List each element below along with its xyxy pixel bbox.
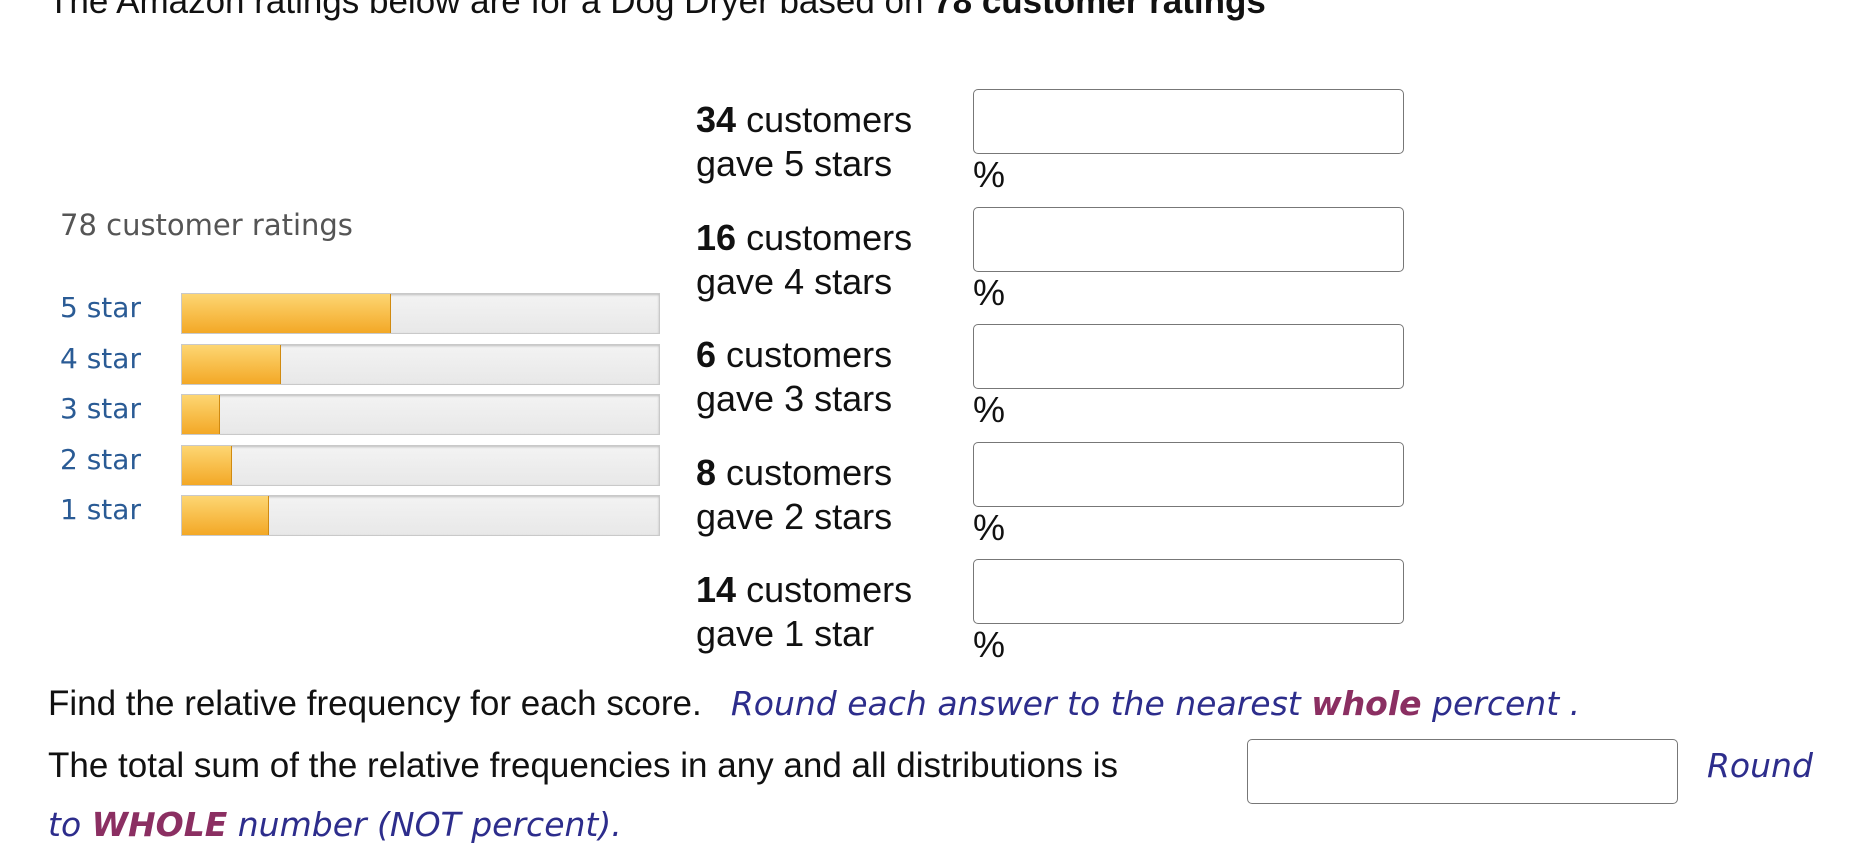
question-text: customers [746, 569, 913, 610]
hint: to WHOLE number (NOT percent). [48, 805, 622, 844]
percent-sign: % [973, 389, 1006, 430]
instruction-text: Find the relative frequency for each sco… [48, 684, 702, 723]
bar [182, 294, 391, 333]
question-line: gave 4 stars [696, 260, 893, 302]
percent-sign: % [973, 271, 1006, 313]
question-line: 14 customers [696, 568, 912, 612]
percent-input[interactable] [973, 324, 1404, 389]
question-line: gave 2 stars [696, 495, 893, 537]
bar-track [181, 293, 660, 334]
question-line: 16 customers [696, 216, 912, 260]
percent-input[interactable] [973, 89, 1404, 154]
rating-label: 2 star [60, 442, 141, 476]
bar-track [181, 343, 660, 385]
header: The Amazon ratings below are for a Dog D… [48, 0, 1266, 22]
header-text: The Amazon ratings below are for a Dog D… [48, 0, 934, 21]
count: 16 [696, 216, 737, 258]
count: 6 [696, 334, 717, 375]
widget-title: 78 customer ratings [60, 208, 353, 242]
question: 14 customers gave 1 star [696, 568, 912, 656]
rating-label: 4 star [60, 341, 141, 375]
question-line: 6 customers [696, 333, 892, 377]
bar [182, 344, 281, 384]
question-text: customers [726, 334, 893, 375]
count: 8 [696, 451, 717, 493]
percent-sign: % [973, 154, 1006, 195]
count: 14 [696, 569, 737, 610]
question: 34 customers gave 5 stars [696, 98, 912, 186]
hint: Round each answer to the nearest whole p… [731, 684, 1580, 723]
question-line: gave 3 stars [696, 378, 893, 419]
bar [182, 496, 269, 536]
question: 8 customers gave 2 stars [696, 451, 892, 539]
question: 6 customers gave 3 stars [696, 333, 892, 421]
question-text: customers [726, 451, 893, 493]
bar-track [181, 394, 660, 436]
hint-text: to [48, 805, 92, 844]
rating-label: 5 star [60, 291, 141, 324]
percent-input[interactable] [973, 441, 1404, 507]
question-line: 34 customers [696, 98, 912, 142]
rating-label: 1 star [60, 493, 141, 527]
hint-bold: WHOLE [91, 805, 228, 844]
hint-text: number (NOT percent). [227, 805, 622, 844]
answer-input[interactable] [1247, 739, 1678, 804]
question-line: gave 5 stars [696, 143, 893, 184]
bar-track [181, 444, 660, 486]
instruction-line2: The total sum of the relative frequencie… [48, 746, 1119, 785]
header-bold: 78 customer ratings [933, 0, 1266, 21]
hint-bold: whole [1311, 684, 1422, 723]
question-text: customers [746, 99, 913, 140]
question-line: 8 customers [696, 451, 892, 495]
question-line: gave 1 star [696, 613, 875, 654]
percent-sign: % [973, 624, 1006, 665]
rating-label: 3 star [60, 392, 141, 426]
hint-text: Round each answer to the nearest [730, 684, 1312, 723]
hint: Round [1707, 746, 1813, 785]
bar [182, 395, 220, 435]
hint-text: percent . [1421, 684, 1581, 723]
instruction-line1: Find the relative frequency for each sco… [48, 684, 1580, 724]
question: 16 customers gave 4 stars [696, 216, 912, 304]
question-text: customers [746, 216, 913, 258]
bar [182, 445, 232, 485]
count: 34 [696, 99, 737, 140]
percent-input[interactable] [973, 206, 1404, 272]
percent-input[interactable] [973, 559, 1404, 624]
percent-sign: % [973, 506, 1006, 548]
bar-track [181, 495, 660, 537]
